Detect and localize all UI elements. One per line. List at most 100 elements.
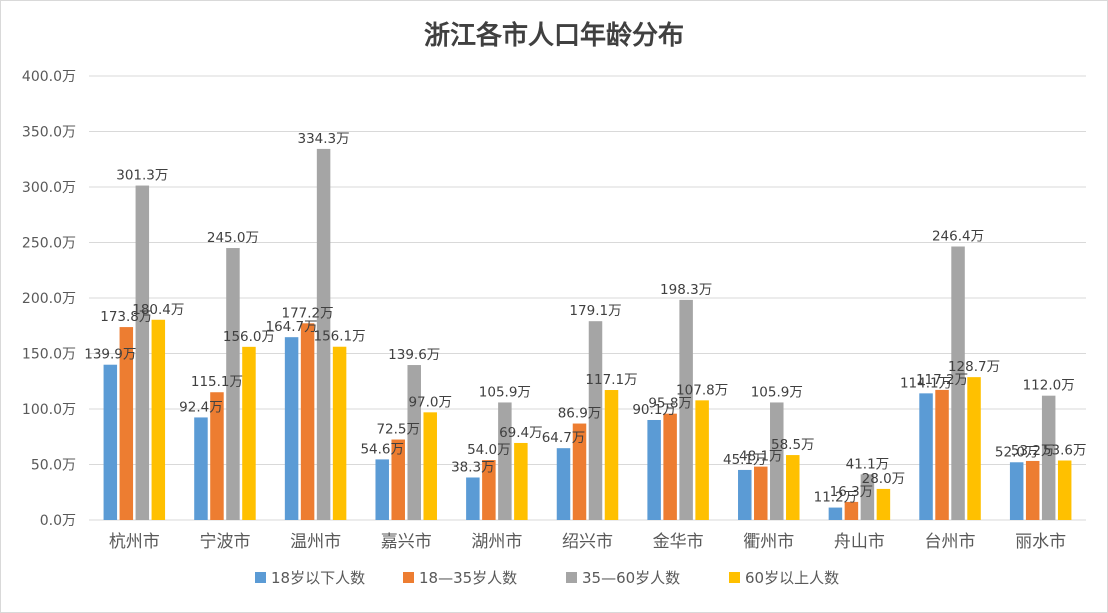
- data-label: 105.9万: [751, 384, 803, 400]
- bar: [828, 507, 843, 520]
- bar: [1057, 460, 1072, 520]
- chart-title: 浙江各市人口年龄分布: [424, 20, 684, 51]
- data-label: 64.7万: [542, 430, 586, 446]
- bar: [316, 148, 331, 520]
- bar: [1025, 460, 1040, 520]
- bar: [695, 400, 709, 520]
- data-label: 112.0万: [1023, 378, 1075, 394]
- data-label: 139.9万: [84, 347, 136, 363]
- y-tick-label: 400.0万: [22, 69, 76, 85]
- data-label: 92.4万: [179, 399, 223, 415]
- bar: [1041, 395, 1056, 520]
- data-label: 173.8万: [100, 309, 152, 325]
- bar: [514, 442, 528, 520]
- legend-label: 35—60岁人数: [582, 569, 680, 587]
- data-label: 86.9万: [558, 406, 602, 422]
- bar: [738, 469, 752, 520]
- data-label: 97.0万: [408, 394, 452, 410]
- bar: [103, 364, 118, 520]
- bar: [1009, 462, 1024, 520]
- data-label: 164.7万: [266, 319, 318, 335]
- bar: [786, 455, 800, 520]
- bar: [332, 346, 347, 520]
- y-tick-label: 350.0万: [22, 125, 76, 141]
- legend-swatch: [403, 572, 414, 583]
- legend-swatch: [255, 572, 266, 583]
- legend-item[interactable]: 60岁以上人数: [729, 569, 839, 587]
- data-label: 95.8万: [648, 396, 692, 412]
- data-label: 177.2万: [282, 305, 334, 321]
- bar: [226, 248, 240, 521]
- bar: [663, 413, 677, 520]
- x-tick-label: 绍兴市: [562, 532, 613, 552]
- data-label: 54.6万: [360, 441, 404, 457]
- x-tick-label: 湖州市: [471, 532, 522, 552]
- y-axis-ticks: 0.0万 50.0万 100.0万 150.0万 200.0万 250.0万 300.0万 3…: [22, 69, 76, 529]
- data-label: 52.0万: [995, 444, 1039, 460]
- bar: [466, 477, 480, 520]
- bar: [151, 319, 166, 520]
- x-tick-label: 宁波市: [199, 532, 250, 552]
- data-label: 105.9万: [479, 384, 531, 400]
- x-tick-label: 嘉兴市: [381, 532, 432, 552]
- bar: [423, 412, 437, 520]
- bar: [876, 488, 891, 520]
- bar: [284, 337, 299, 520]
- y-tick-label: 50.0万: [31, 458, 76, 474]
- bar: [242, 346, 256, 520]
- bars: [103, 148, 1072, 521]
- y-tick-label: 0.0万: [40, 513, 76, 529]
- bar: [119, 327, 134, 520]
- bar: [375, 459, 389, 520]
- data-label: 72.5万: [376, 422, 420, 438]
- bar: [951, 246, 965, 520]
- bar: [572, 423, 587, 520]
- data-label: 115.1万: [191, 374, 243, 390]
- bar: [919, 393, 933, 520]
- y-tick-label: 300.0万: [22, 180, 76, 196]
- bar: [679, 299, 693, 520]
- data-label: 179.1万: [569, 303, 621, 319]
- data-labels: 139.9万 173.8万 301.3万 180.4万 92.4万 115.1万 245.0…: [84, 131, 1086, 506]
- data-label: 11.2万: [814, 490, 858, 506]
- bar: [844, 501, 859, 520]
- x-axis-ticks: 杭州市 宁波市 温州市 嘉兴市 湖州市 绍兴市 金华市 衢州市 舟山市 台州市 丽水市: [109, 531, 1066, 552]
- data-label: 301.3万: [116, 168, 168, 184]
- bar: [967, 377, 981, 520]
- data-label: 58.5万: [771, 437, 815, 453]
- x-tick-label: 舟山市: [834, 532, 885, 552]
- data-label: 107.8万: [676, 382, 728, 398]
- y-tick-label: 250.0万: [22, 236, 76, 252]
- legend-swatch: [566, 572, 577, 583]
- data-label: 48.1万: [739, 449, 783, 465]
- bar: [210, 392, 224, 520]
- legend-swatch: [729, 572, 740, 583]
- data-label: 156.0万: [223, 329, 275, 345]
- bar: [407, 365, 421, 520]
- legend-item[interactable]: 18岁以下人数: [255, 569, 365, 587]
- data-label: 117.2万: [916, 372, 968, 388]
- bar: [482, 460, 496, 520]
- data-label: 45.1万: [723, 452, 767, 468]
- data-label: 139.6万: [388, 347, 440, 363]
- data-label: 245.0万: [207, 230, 259, 246]
- legend-item[interactable]: 18—35岁人数: [403, 569, 517, 587]
- x-tick-label: 丽水市: [1015, 532, 1066, 552]
- data-label: 156.1万: [314, 329, 366, 345]
- data-label: 53.6万: [1043, 443, 1087, 459]
- legend[interactable]: 18岁以下人数 18—35岁人数 35—60岁人数 60岁以上人数: [255, 569, 839, 587]
- data-label: 54.0万: [467, 442, 511, 458]
- data-label: 128.7万: [948, 359, 1000, 375]
- bar: [754, 466, 768, 520]
- data-label: 180.4万: [132, 302, 184, 318]
- y-tick-label: 100.0万: [22, 402, 76, 418]
- legend-label: 60岁以上人数: [745, 569, 839, 587]
- x-tick-label: 金华市: [653, 532, 704, 552]
- bar: [556, 448, 571, 520]
- bar: [194, 417, 208, 520]
- bar: [860, 474, 875, 520]
- y-tick-label: 150.0万: [22, 347, 76, 363]
- bar: [135, 185, 150, 520]
- legend-item[interactable]: 35—60岁人数: [566, 569, 680, 587]
